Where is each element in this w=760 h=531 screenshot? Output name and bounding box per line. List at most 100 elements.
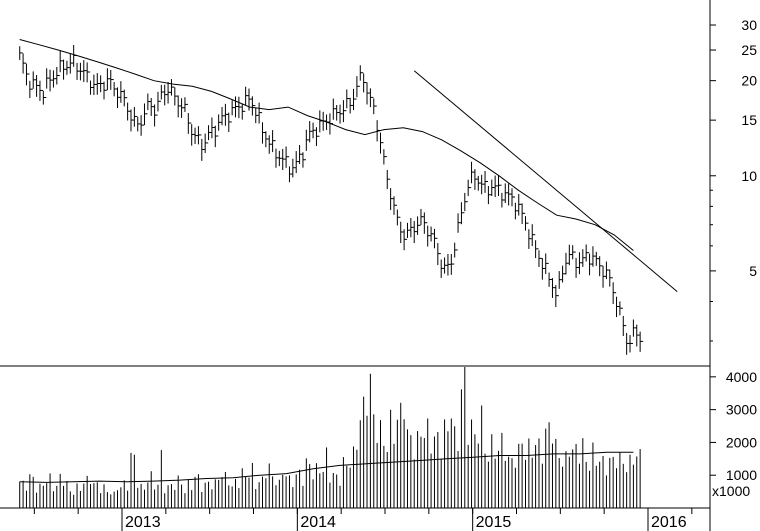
price-bar xyxy=(258,102,263,124)
year-label: 2014 xyxy=(300,514,336,531)
price-bar xyxy=(127,102,131,121)
price-bar xyxy=(147,93,151,111)
price-bar xyxy=(278,150,283,167)
price-bar xyxy=(288,166,293,183)
price-bar xyxy=(143,103,148,126)
price-bar xyxy=(261,122,266,144)
price-bar xyxy=(562,265,566,283)
price-bar xyxy=(299,145,303,165)
volume-unit-label: x1000 xyxy=(712,483,750,499)
price-bar xyxy=(609,269,613,287)
price-bar xyxy=(568,244,573,266)
price-bar xyxy=(535,240,539,259)
price-bar xyxy=(309,121,313,143)
price-bar xyxy=(521,203,526,225)
price-bar xyxy=(504,183,509,204)
price-bar xyxy=(86,62,91,83)
price-bar xyxy=(160,84,165,100)
price-bar xyxy=(106,68,111,91)
price-bar xyxy=(245,86,249,106)
price-bar xyxy=(578,252,583,275)
price-trendline xyxy=(413,70,678,292)
price-bar xyxy=(494,175,499,198)
price-bar xyxy=(575,257,580,278)
price-bar xyxy=(417,216,421,235)
price-bar xyxy=(255,108,259,124)
price-bar xyxy=(177,95,182,118)
price-bar xyxy=(66,60,70,75)
price-bar xyxy=(538,250,542,267)
price-bar xyxy=(349,97,354,114)
price-bar xyxy=(36,75,40,97)
price-bar xyxy=(592,246,596,267)
price-bar xyxy=(285,146,290,168)
price-bar xyxy=(110,69,114,90)
price-tick-label: 25 xyxy=(741,42,757,58)
price-bar xyxy=(56,67,60,85)
price-bar xyxy=(214,125,219,148)
price-bar xyxy=(481,174,485,195)
price-bar xyxy=(548,272,553,287)
price-bar xyxy=(444,257,448,274)
price-bar xyxy=(170,79,175,96)
price-bar xyxy=(366,82,371,105)
price-bar xyxy=(467,179,472,197)
price-bar xyxy=(174,87,178,106)
price-bar xyxy=(150,97,155,116)
price-tick-label: 10 xyxy=(741,168,757,184)
price-bar xyxy=(194,127,199,145)
price-bar xyxy=(157,91,161,112)
price-bar xyxy=(295,151,300,174)
year-label: 2015 xyxy=(476,514,512,531)
price-bar xyxy=(123,89,128,107)
price-bar xyxy=(639,331,644,352)
price-bar xyxy=(120,81,124,103)
price-bar xyxy=(336,104,340,121)
price-bar xyxy=(491,179,495,197)
price-bar xyxy=(396,209,401,226)
price-bar xyxy=(76,62,81,80)
price-bar xyxy=(528,229,532,249)
price-bar xyxy=(201,138,205,161)
price-bar xyxy=(208,125,212,141)
price-bar xyxy=(268,135,273,154)
price-bar xyxy=(103,81,108,100)
price-bar xyxy=(369,88,374,108)
price-bar xyxy=(518,193,522,216)
price-bar xyxy=(154,104,158,127)
price-bar xyxy=(113,82,118,97)
price-bar xyxy=(390,188,394,211)
price-bar xyxy=(19,46,23,60)
price-bar xyxy=(100,75,104,93)
price-bar xyxy=(221,106,226,126)
price-bar xyxy=(359,65,364,81)
price-bar xyxy=(342,100,347,123)
price-tick-label: 30 xyxy=(741,17,757,33)
volume-tick-label: 3000 xyxy=(726,402,757,418)
price-bar xyxy=(440,259,445,278)
price-bar xyxy=(406,222,411,238)
price-bar xyxy=(487,185,492,205)
price-bar xyxy=(622,315,627,337)
price-bar xyxy=(187,113,192,134)
price-bar xyxy=(312,122,317,139)
price-bar xyxy=(400,221,404,244)
price-bar xyxy=(137,116,141,132)
price-bar xyxy=(353,88,357,111)
volume-bars xyxy=(19,367,641,508)
price-bar xyxy=(605,261,610,280)
price-bar xyxy=(454,242,458,258)
price-bar xyxy=(393,196,397,215)
price-bar xyxy=(551,278,556,298)
price-bar xyxy=(585,244,590,262)
price-bar xyxy=(22,53,27,74)
price-bar xyxy=(83,60,87,83)
price-bar xyxy=(565,252,569,275)
price-bar xyxy=(380,132,384,154)
volume-tick-label: 2000 xyxy=(726,434,757,450)
price-bar xyxy=(130,109,134,132)
price-bar xyxy=(69,53,74,74)
price-bar xyxy=(49,69,54,92)
price-bar xyxy=(599,256,603,277)
